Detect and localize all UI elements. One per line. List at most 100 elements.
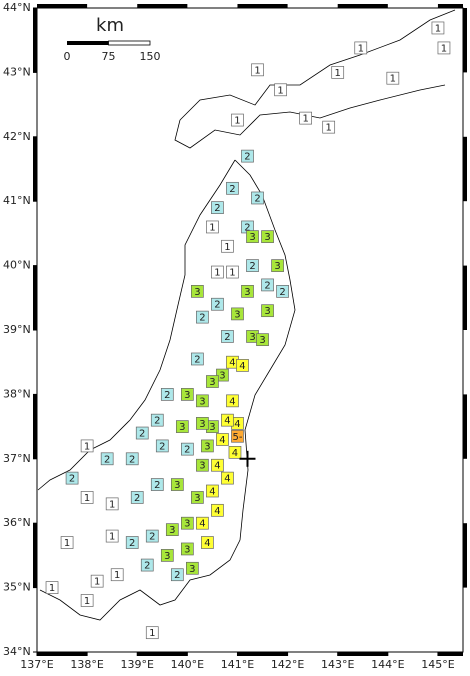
station: 3	[201, 439, 214, 453]
station-intensity: 1	[229, 268, 235, 279]
station: 1	[231, 113, 244, 127]
station-box	[231, 307, 244, 321]
station-intensity: 4	[214, 506, 220, 517]
station-intensity: 3	[179, 422, 185, 433]
station-intensity: 1	[234, 116, 240, 127]
station-intensity: 3	[264, 306, 270, 317]
station-intensity: 2	[199, 313, 205, 324]
border-band	[463, 265, 467, 330]
station-intensity: 2	[149, 532, 155, 543]
station-intensity: 2	[144, 561, 150, 572]
station: 1	[354, 41, 368, 54]
station-intensity: 4	[239, 361, 245, 372]
station: 3	[186, 561, 199, 575]
station-intensity: 1	[224, 242, 230, 253]
station: 1	[80, 491, 94, 504]
scale-label: 75	[102, 50, 116, 63]
station: 1	[299, 111, 312, 125]
x-tick-label: 143°E	[321, 658, 354, 671]
station-intensity: 1	[277, 85, 283, 96]
station: 3	[256, 333, 269, 346]
station: 4	[228, 446, 242, 459]
station-box	[261, 304, 274, 318]
border-band	[33, 136, 37, 202]
station-intensity: 3	[274, 261, 280, 272]
station-box	[322, 120, 336, 134]
coastline	[37, 9, 456, 621]
station-box	[191, 285, 204, 298]
border-band	[33, 8, 37, 73]
border-band	[37, 652, 88, 656]
station-box	[80, 594, 94, 607]
station: 1	[322, 120, 336, 134]
station-box	[110, 568, 124, 582]
station-box	[437, 41, 451, 55]
station: 4	[236, 359, 249, 372]
station: 1	[60, 536, 74, 549]
station: 1	[110, 568, 124, 582]
station-intensity: 1	[94, 577, 100, 588]
station: 3	[165, 523, 179, 536]
station: 2	[211, 201, 224, 214]
station: 3	[196, 394, 209, 407]
station-intensity: 3	[199, 461, 205, 472]
station-box	[241, 149, 254, 163]
station: 2	[261, 278, 274, 291]
station-intensity: 3	[249, 232, 255, 243]
station-intensity: 2	[249, 261, 255, 272]
y-tick-label: 35°N	[3, 581, 31, 594]
border-band	[463, 8, 467, 73]
station-intensity: 4	[209, 487, 215, 498]
station-box	[125, 452, 139, 466]
station-intensity: 2	[244, 222, 250, 233]
station: 2	[160, 388, 174, 401]
border-band	[463, 394, 467, 459]
station: 3	[191, 491, 204, 504]
station-box	[236, 359, 249, 372]
station-box	[201, 439, 214, 453]
border-band	[33, 265, 37, 330]
station-intensity: 3	[234, 309, 240, 320]
station-intensity: 1	[149, 628, 155, 639]
station-intensity: 5-	[232, 432, 242, 443]
station: 3	[246, 230, 259, 243]
honshu	[37, 159, 296, 621]
station-box	[135, 426, 149, 440]
station-box	[140, 558, 154, 572]
station-intensity: 2	[214, 203, 220, 214]
station-box	[80, 491, 94, 504]
station: 2	[150, 413, 164, 427]
station-box	[386, 71, 400, 85]
station: 2	[251, 191, 264, 204]
station: 3	[191, 285, 204, 298]
border-band	[33, 523, 37, 588]
station-box	[431, 21, 445, 35]
station-intensity: 3	[184, 519, 190, 530]
station-box	[216, 368, 229, 382]
station: 2	[150, 478, 164, 491]
station-box	[216, 433, 229, 446]
station-box	[211, 458, 224, 472]
station-box	[45, 581, 59, 594]
station-box	[80, 439, 94, 453]
station-intensity: 2	[194, 354, 200, 365]
station-box	[181, 442, 194, 456]
station-box	[196, 516, 209, 530]
station-intensity: 4	[232, 448, 238, 459]
y-tick-label: 41°N	[3, 194, 31, 207]
station: 3	[241, 285, 254, 298]
station-box	[201, 536, 214, 549]
station-intensity: 2	[164, 390, 170, 401]
station-box	[271, 259, 284, 272]
station-box	[150, 478, 164, 491]
station-box	[181, 388, 194, 401]
station: 4	[211, 458, 224, 472]
scale-unit: km	[96, 15, 124, 36]
station: 2	[241, 220, 254, 233]
station-box	[246, 230, 259, 243]
station: 2	[276, 285, 289, 298]
station: 2	[196, 310, 209, 324]
y-tick-label: 34°N	[3, 645, 31, 658]
station: 4	[201, 536, 214, 549]
